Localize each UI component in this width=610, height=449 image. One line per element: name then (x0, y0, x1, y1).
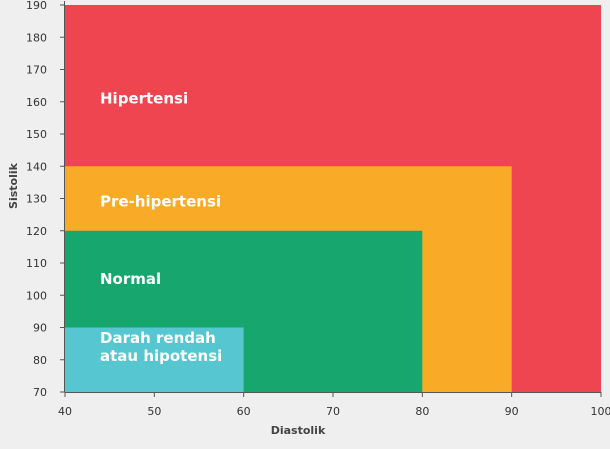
x-tick-label: 90 (505, 405, 519, 418)
y-tick-label: 150 (26, 128, 47, 141)
y-tick-label: 160 (26, 96, 47, 109)
region-label-line: atau hipotensi (100, 347, 222, 365)
y-axis-title: Sistolik (7, 162, 20, 209)
y-tick-label: 140 (26, 160, 47, 173)
y-ticks: 70 80 90 100 110 120 130 140 150 160 170 180 190 (26, 0, 65, 399)
y-tick-label: 190 (26, 0, 47, 12)
region-label-line: Normal (100, 270, 161, 288)
region-label-line: Hipertensi (100, 90, 188, 108)
y-tick-label: 80 (33, 354, 47, 367)
region-label-line: Darah rendah (100, 329, 216, 347)
y-tick-label: 130 (26, 193, 47, 206)
x-tick-label: 100 (591, 405, 610, 418)
y-tick-label: 100 (26, 289, 47, 302)
x-axis-title: Diastolik (271, 424, 326, 437)
region-labels: Hipertensi Pre-hipertensi Normal Darah rend… (100, 90, 222, 365)
x-tick-label: 80 (415, 405, 429, 418)
x-tick-label: 60 (237, 405, 251, 418)
x-tick-label: 50 (147, 405, 161, 418)
region-label-line: Pre-hipertensi (100, 193, 221, 211)
y-tick-label: 170 (26, 64, 47, 77)
regions-layer (65, 5, 601, 392)
y-tick-label: 90 (33, 322, 47, 335)
x-tick-label: 70 (326, 405, 340, 418)
y-tick-label: 110 (26, 257, 47, 270)
region-darah-rendah-atau-hipotensi (65, 327, 244, 392)
x-tick-label: 40 (58, 405, 72, 418)
y-tick-label: 120 (26, 225, 47, 238)
y-tick-label: 70 (33, 386, 47, 399)
y-tick-label: 180 (26, 31, 47, 44)
x-ticks: 40 50 60 70 80 90 100 (58, 392, 610, 418)
